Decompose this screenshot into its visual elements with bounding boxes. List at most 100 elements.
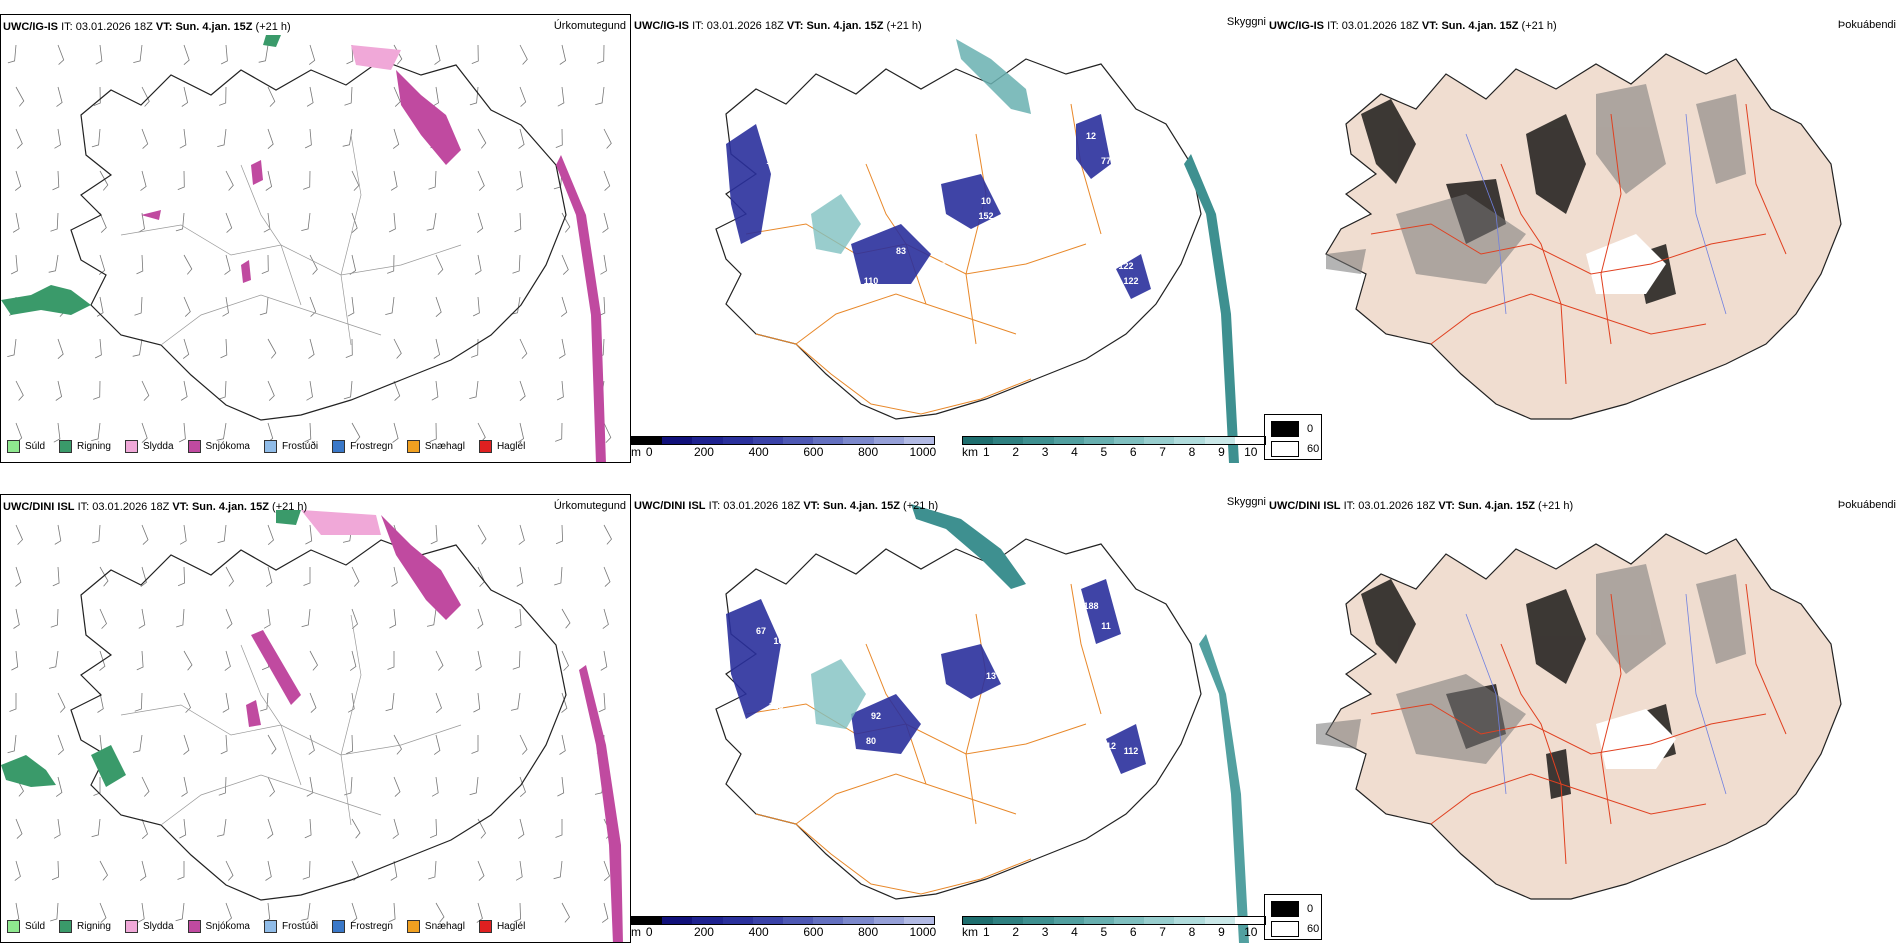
wind-barb (433, 338, 441, 359)
low-ceiling-northeast (1081, 579, 1121, 644)
wind-barb (134, 692, 143, 712)
wind-barb (10, 254, 18, 275)
iceland-land (1325, 53, 1842, 420)
visibility-scale-ticks: km 1 2 3 4 5 6 7 8 9 10 (962, 925, 1266, 939)
snow-patch-2 (241, 260, 251, 283)
wind-barb (176, 608, 185, 628)
legend-item: Snæhagl (406, 440, 465, 453)
wind-barb (54, 524, 62, 545)
wind-barb (430, 524, 438, 545)
wind-barb (351, 170, 360, 191)
legend-swatch (59, 440, 73, 453)
wind-barb (342, 128, 353, 147)
fog-index-panel-top: UWC/IG-IS IT: 03.01.2026 18Z VT: Sun. 4.… (1266, 14, 1900, 463)
wind-barb (347, 692, 355, 713)
scale-tick-label: 7 (1159, 445, 1166, 459)
wind-barb (93, 86, 101, 106)
wind-barb (561, 902, 570, 923)
scale-cell (963, 437, 994, 444)
legend-item: Snjókoma (187, 920, 250, 933)
legend-label: Slydda (142, 921, 174, 932)
legend-swatch (263, 920, 277, 933)
ceiling-scale-bottom: m 0 200 400 600 800 1000 (631, 916, 936, 939)
legend-label: Súld (25, 441, 46, 452)
wind-barb (387, 651, 395, 670)
wind-barb (306, 776, 314, 797)
wind-barb (225, 608, 233, 629)
wind-barb (428, 170, 437, 190)
visibility-band-north (956, 39, 1031, 114)
wind-barb (224, 650, 231, 671)
title-precip-type-top: Úrkomutegund (553, 20, 626, 32)
wind-barb (220, 44, 228, 65)
wind-barb (603, 170, 611, 191)
rivers (1465, 113, 1727, 315)
wind-barb (141, 422, 148, 444)
wind-barb (471, 44, 479, 64)
wind-barb (179, 818, 187, 839)
scale-cell (903, 917, 935, 924)
legend-swatch (124, 920, 138, 933)
fog-legend-label: 60 (1307, 443, 1320, 455)
wind-barb (267, 776, 275, 797)
wind-barb (301, 212, 311, 231)
wind-barb (225, 566, 234, 587)
ceiling-value-label: 92 (871, 711, 881, 721)
wind-barb (181, 86, 189, 107)
visibility-band-north (911, 504, 1026, 589)
scale-tick-label: 600 (803, 445, 824, 459)
fog-legend-label: 0 (1307, 903, 1314, 915)
wind-barb (138, 608, 146, 629)
ceiling-value-label: 152 (978, 211, 993, 221)
wind-barb (561, 254, 569, 275)
wind-barb (14, 170, 22, 191)
legend-item: Haglél (478, 440, 525, 453)
wind-barb (435, 296, 442, 318)
wind-barb (519, 86, 527, 107)
wind-barb (560, 296, 568, 317)
wind-barb (603, 524, 612, 545)
wind-barb (267, 338, 277, 359)
visibility-scale-bottom: km 1 2 3 4 5 6 7 8 9 10 (962, 916, 1266, 939)
wind-barb (308, 338, 315, 359)
rain-area-north (263, 35, 281, 47)
wind-barb (426, 212, 437, 231)
wind-barb (99, 566, 109, 587)
wind-barb (225, 902, 232, 923)
scale-tick-label: 4 (1071, 445, 1078, 459)
wind-barb (519, 44, 528, 65)
wind-barb (477, 608, 484, 629)
wind-barb (50, 212, 59, 232)
ceiling-value-label: 122 (1123, 276, 1138, 286)
wind-barb (469, 86, 479, 106)
wind-barb (265, 566, 273, 587)
wind-barb (9, 693, 17, 712)
scale-cell (1234, 437, 1266, 444)
wind-barb (519, 776, 526, 797)
ceiling-scale-cells (631, 916, 935, 925)
wind-barb (217, 524, 227, 544)
wind-barb (218, 776, 227, 796)
wind-barb (11, 650, 19, 671)
wind-barb (306, 86, 314, 107)
wind-barb (57, 338, 64, 360)
wind-barb (477, 524, 487, 545)
wind-barb (263, 608, 271, 629)
scale-tick-label: 6 (1129, 925, 1137, 939)
legend-swatch (7, 920, 20, 933)
legend-item: Haglél (478, 920, 525, 933)
wind-barb (220, 734, 228, 755)
legend-item: Rigning (59, 920, 111, 933)
wind-barb (218, 380, 227, 400)
wind-barb (510, 296, 521, 315)
wind-barb (428, 860, 437, 880)
wind-barb (92, 524, 101, 544)
scale-cell (843, 437, 874, 444)
scale-tick-label: 4 (1071, 925, 1078, 939)
scale-cell (783, 437, 814, 444)
scale-cell (1023, 437, 1054, 444)
ceiling-value-label: 108 (828, 256, 843, 266)
wind-barb (475, 650, 482, 671)
wind-barb (513, 902, 522, 923)
wind-barb (267, 128, 274, 150)
